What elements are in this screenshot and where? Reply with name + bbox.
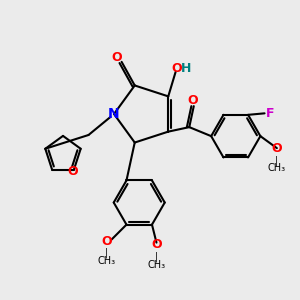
Text: CH₃: CH₃ bbox=[268, 163, 286, 173]
Text: |: | bbox=[155, 252, 158, 262]
Text: O: O bbox=[67, 164, 78, 178]
Text: |: | bbox=[275, 155, 278, 166]
Text: CH₃: CH₃ bbox=[147, 260, 166, 269]
Text: CH₃: CH₃ bbox=[97, 256, 116, 266]
Text: F: F bbox=[266, 107, 275, 120]
Text: O: O bbox=[272, 142, 282, 155]
Text: |: | bbox=[105, 248, 108, 258]
Text: O: O bbox=[188, 94, 199, 107]
Text: O: O bbox=[172, 62, 182, 75]
Text: H: H bbox=[181, 62, 191, 75]
Text: O: O bbox=[112, 51, 122, 64]
Text: O: O bbox=[101, 235, 112, 248]
Text: O: O bbox=[151, 238, 162, 250]
Text: N: N bbox=[108, 107, 120, 121]
